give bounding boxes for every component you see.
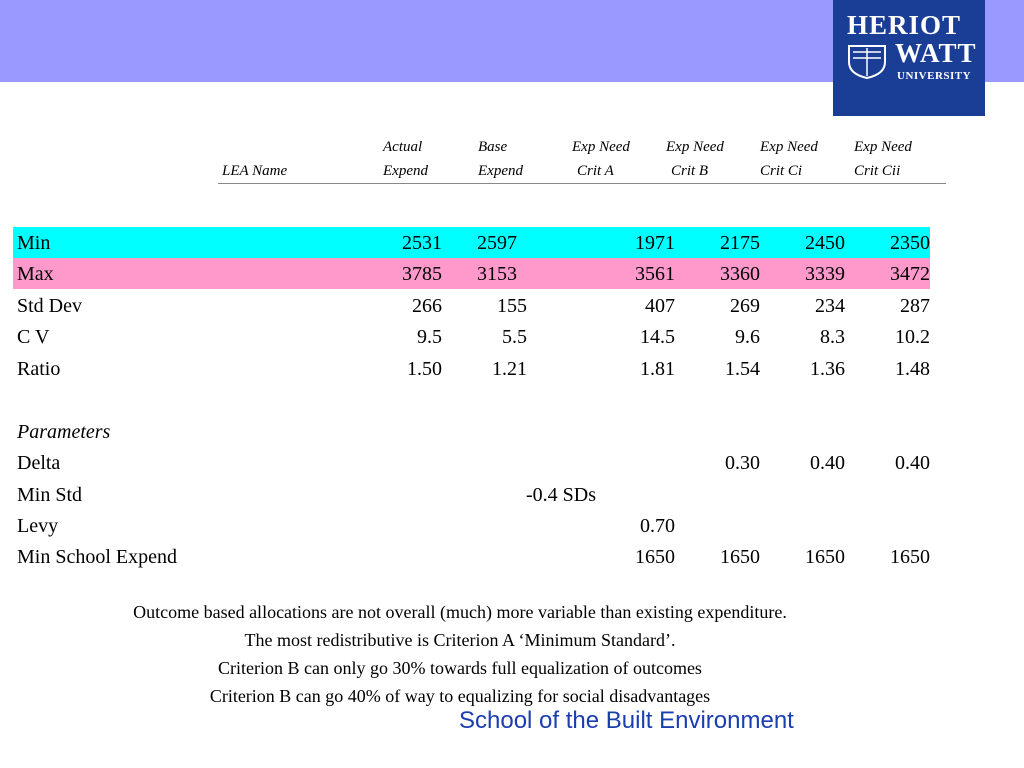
cell-min-base: 2597 [477,232,517,254]
row-label-min-school-expend: Min School Expend [17,546,177,568]
header-col-3-line2: Crit A [577,163,614,179]
row-label-levy: Levy [17,515,59,537]
cell-ratio-actual: 1.50 [407,358,442,380]
note-line-4: Criterion B can go 40% of way to equaliz… [209,686,711,706]
header-col-2-line2: Expend [478,163,523,179]
header-col-6-line1: Exp Need [854,139,912,155]
cell-delta-crit-b: 0.30 [725,452,760,474]
cell-min-crit-ci: 2450 [805,232,845,254]
header-col-4-line2: Crit B [671,163,709,179]
cell-max-crit-ci: 3339 [805,263,845,285]
logo-text-line1: HERIOT [847,10,962,40]
cell-cv-crit-cii: 10.2 [895,326,930,348]
cell-levy-value: 0.70 [640,515,675,537]
cell-max-crit-a: 3561 [635,263,675,285]
logo-text-line2: WATT [895,38,977,68]
cell-min-crit-cii: 2350 [890,232,930,254]
header-col-1-line1: Actual [383,139,423,155]
header-col-5-line1: Exp Need [760,139,818,155]
header-col-6-line2: Crit Cii [854,163,901,179]
cell-stddev-actual: 266 [412,295,442,317]
header-col-4-line1: Exp Need [666,139,724,155]
header-col-1-line2: Expend [383,163,428,179]
header-col-2-line1: Base [478,139,508,155]
cell-stddev-crit-cii: 287 [900,295,930,317]
cell-cv-crit-ci: 8.3 [820,326,845,348]
row-label-ratio: Ratio [17,358,61,380]
cell-max-base: 3153 [477,263,517,285]
cell-min-school-crit-b: 1650 [720,546,760,568]
cell-max-crit-b: 3360 [720,263,760,285]
note-line-2: The most redistributive is Criterion A ‘… [244,630,676,650]
row-label-std-dev: Std Dev [17,295,82,317]
logo-text-line3: UNIVERSITY [897,70,972,82]
row-label-max: Max [17,263,54,285]
header-lea-name: LEA Name [222,163,288,179]
cell-max-crit-cii: 3472 [890,263,930,285]
cell-stddev-crit-a: 407 [645,295,675,317]
cell-min-school-crit-cii: 1650 [890,546,930,568]
cell-ratio-base: 1.21 [492,358,527,380]
note-line-1: Outcome based allocations are not overal… [133,602,787,622]
header-col-3-line1: Exp Need [572,139,630,155]
crest-icon [848,45,886,80]
cell-ratio-crit-ci: 1.36 [810,358,845,380]
header-col-5-line2: Crit Ci [760,163,803,179]
footer-text: School of the Built Environment [459,707,794,734]
cell-cv-base: 5.5 [502,326,527,348]
row-label-cv: C V [17,326,50,348]
cell-max-actual: 3785 [402,263,442,285]
cell-stddev-crit-ci: 234 [815,295,845,317]
row-label-delta: Delta [17,452,61,474]
row-label-min: Min [17,232,51,254]
cell-ratio-crit-b: 1.54 [725,358,760,380]
parameters-heading: Parameters [17,421,111,443]
row-label-min-std: Min Std [17,484,83,506]
cell-ratio-crit-cii: 1.48 [895,358,930,380]
cell-delta-crit-cii: 0.40 [895,452,930,474]
cell-min-std-value: -0.4 SDs [526,484,597,506]
cell-min-crit-b: 2175 [720,232,760,254]
note-line-3: Criterion B can only go 30% towards full… [218,658,702,678]
cell-delta-crit-ci: 0.40 [810,452,845,474]
row-highlight-max [13,258,930,289]
row-highlight-min [13,227,930,258]
cell-min-crit-a: 1971 [635,232,675,254]
cell-ratio-crit-a: 1.81 [640,358,675,380]
cell-stddev-base: 155 [497,295,527,317]
cell-cv-actual: 9.5 [417,326,442,348]
header-divider [218,183,946,184]
cell-min-school-crit-ci: 1650 [805,546,845,568]
cell-cv-crit-a: 14.5 [640,326,675,348]
cell-min-school-crit-a: 1650 [635,546,675,568]
cell-min-actual: 2531 [402,232,442,254]
university-logo: HERIOT WATT UNIVERSITY [833,0,985,116]
cell-cv-crit-b: 9.6 [735,326,760,348]
cell-stddev-crit-b: 269 [730,295,760,317]
summary-notes: Outcome based allocations are not overal… [0,598,920,710]
